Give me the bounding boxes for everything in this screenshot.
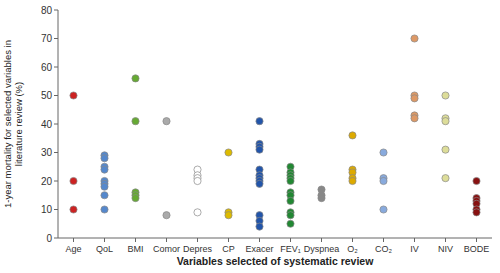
x-axis-label: Variables selected of systematic review [177,255,375,267]
point [256,180,263,187]
y-tick-label: 40 [41,119,53,130]
point [132,195,139,202]
x-tick [197,238,198,242]
x-tick-label: FEV₁ [280,244,301,254]
x-tick-label: BODE [464,244,490,254]
point [380,149,387,156]
point [349,132,356,139]
point [442,92,449,99]
point [349,177,356,184]
point [256,223,263,230]
y-tick-label: 10 [41,204,53,215]
point [70,206,77,213]
point [380,206,387,213]
y-tick [54,67,58,68]
point [101,206,108,213]
y-axis-label: 1-year mortality for selected variables … [2,40,24,208]
y-tick [54,38,58,39]
point [194,209,201,216]
point [287,177,294,184]
y-tick-label: 50 [41,90,53,101]
point [70,92,77,99]
y-tick-label: 80 [41,5,53,16]
x-tick-label: Age [65,244,81,254]
point [442,146,449,153]
x-tick [166,238,167,242]
point [442,118,449,125]
point [194,177,201,184]
x-tick [383,238,384,242]
point [287,212,294,219]
x-tick [290,238,291,242]
x-tick [259,238,260,242]
y-tick-label: 20 [41,176,53,187]
x-tick-label: CP [222,244,235,254]
x-tick [228,238,229,242]
point [101,192,108,199]
point [442,175,449,182]
x-tick-label: CO₂ [375,244,393,254]
point [411,35,418,42]
x-tick-label: IV [410,244,419,254]
point [411,115,418,122]
point [101,155,108,162]
point [256,118,263,125]
x-tick [445,238,446,242]
y-tick [54,152,58,153]
y-tick-label: 0 [46,233,52,244]
chart-svg: 0 10 20 30 40 50 60 70 80 Age QoL BMI ComorDepres CP E… [0,0,500,273]
y-axis-label-line: literature review (%) [13,82,24,166]
point [101,183,108,190]
x-tick-label: QoL [96,244,113,254]
x-tick-label: Depres [183,244,213,254]
point [132,75,139,82]
x-tick-label: Exacer [245,244,273,254]
point [380,177,387,184]
y-tick-label: 70 [41,33,53,44]
points [70,35,480,230]
x-tick [104,238,105,242]
x-tick [414,238,415,242]
point [473,209,480,216]
x-tick-label: BMI [127,244,143,254]
x-tick [352,238,353,242]
y-axis-label-line: 1-year mortality for selected variables … [2,40,13,208]
chart-container: 0 10 20 30 40 50 60 70 80 Age QoL BMI ComorDepres CP E… [0,0,500,273]
point [287,220,294,227]
y-tick [54,10,58,11]
x-tick [321,238,322,242]
x-tick-label: Comor [153,244,180,254]
x-tick-label: O₂ [347,244,358,254]
y-tick [54,181,58,182]
point [256,146,263,153]
point [287,197,294,204]
x-tick-label: Dyspnea [304,244,340,254]
y-tick-label: 60 [41,62,53,73]
x-tick [73,238,74,242]
y-tick [54,238,58,239]
point [225,212,232,219]
point [163,118,170,125]
point [473,177,480,184]
x-tick-label: NIV [438,244,453,254]
point [163,212,170,219]
point [225,149,232,156]
x-axis-line [58,238,492,239]
y-tick [54,124,58,125]
y-tick [54,95,58,96]
y-axis-line [58,10,59,238]
y-tick [54,209,58,210]
point [132,118,139,125]
y-tick-label: 30 [41,147,53,158]
x-tick [476,238,477,242]
point [411,95,418,102]
point [70,177,77,184]
x-tick [135,238,136,242]
point [318,195,325,202]
point [101,166,108,173]
